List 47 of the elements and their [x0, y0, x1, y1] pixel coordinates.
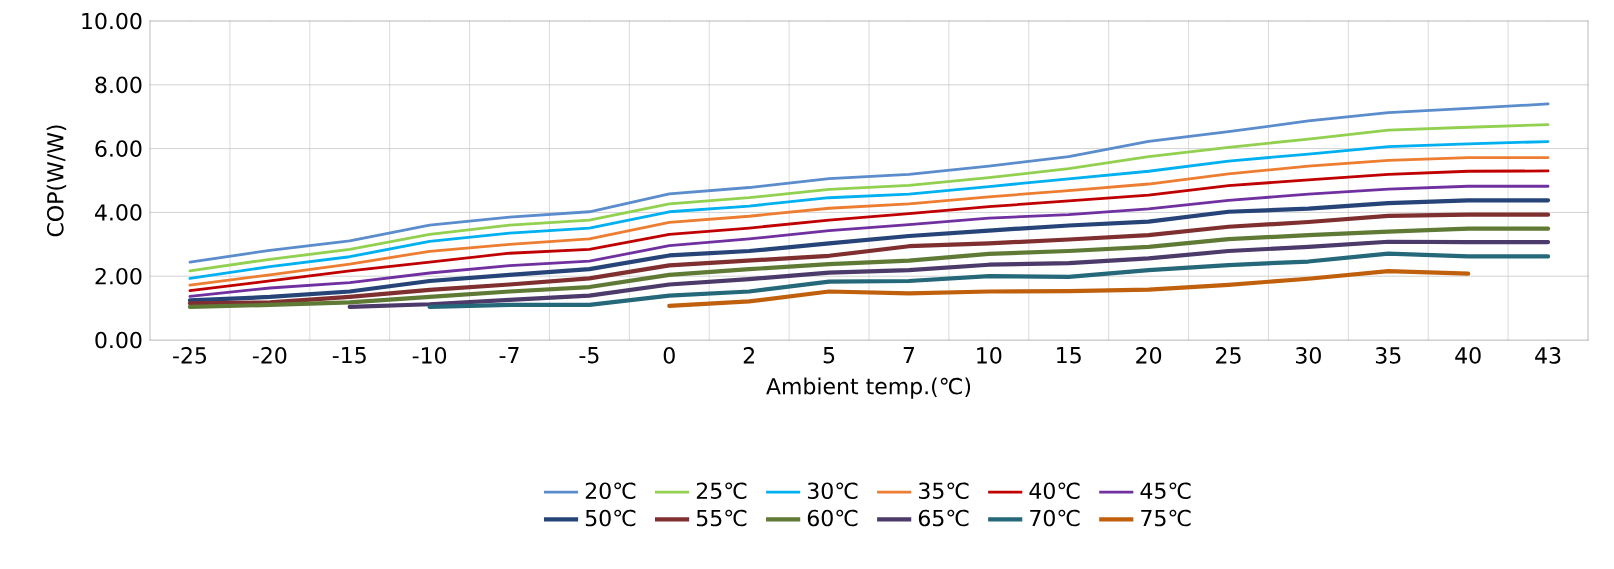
x-tick-label: -25	[173, 347, 206, 364]
x-tick-label: -5	[579, 347, 599, 364]
x-tick-label: 2	[743, 347, 754, 364]
legend-label: 70℃	[1030, 509, 1080, 527]
x-tick-label: 43	[1535, 347, 1561, 364]
x-tick-label: 30	[1296, 347, 1321, 364]
x-tick-label: -7	[499, 347, 519, 364]
legend-label: 60℃	[807, 509, 858, 527]
y-tick-label: 8.00	[95, 76, 142, 94]
legend-label: 65℃	[918, 509, 969, 527]
line-series	[667, 269, 1471, 308]
x-tick-label: 25	[1216, 347, 1241, 364]
x-tick-label: 5	[823, 347, 835, 364]
legend-label: 40℃	[1029, 482, 1080, 500]
legend-label: 50℃	[585, 509, 636, 527]
x-tick-label: 40	[1455, 347, 1481, 364]
x-tick-label: -15	[332, 347, 366, 364]
line-series	[188, 140, 1550, 280]
legend-label: 30℃	[807, 482, 858, 500]
x-tick-label: -20	[252, 347, 287, 364]
line-series	[427, 251, 1551, 309]
line-series	[187, 226, 1551, 309]
line-series	[187, 198, 1551, 303]
x-tick-label: 7	[903, 347, 915, 364]
x-tick-label: 35	[1375, 347, 1401, 364]
x-tick-label: 15	[1057, 347, 1081, 364]
y-tick-label: 10.00	[82, 12, 142, 30]
legend-label: 20℃	[585, 482, 636, 500]
line-series	[188, 102, 1550, 264]
x-tick-label: -10	[412, 347, 447, 364]
y-tick-label: 6.00	[95, 140, 142, 157]
x-tick-label: 10	[977, 347, 1002, 364]
legend-label: 75℃	[1141, 509, 1191, 527]
legend-label: 25℃	[696, 482, 747, 500]
line-series	[188, 123, 1550, 273]
legend-label: 35℃	[919, 482, 969, 500]
y-tick-label: 0.00	[95, 331, 142, 349]
legend-label: 55℃	[696, 509, 747, 527]
legend-label: 45℃	[1140, 482, 1191, 500]
x-tick-label: 20	[1136, 347, 1162, 364]
y-tick-label: 4.00	[95, 204, 142, 221]
x-axis-title: Ambient temp.(℃)	[766, 377, 971, 399]
x-tick-label: 0	[663, 347, 675, 364]
line-series	[347, 239, 1551, 309]
line-series	[188, 184, 1550, 298]
y-tick-label: 2.00	[95, 267, 142, 285]
y-axis-title: COP(W/W)	[46, 125, 67, 237]
